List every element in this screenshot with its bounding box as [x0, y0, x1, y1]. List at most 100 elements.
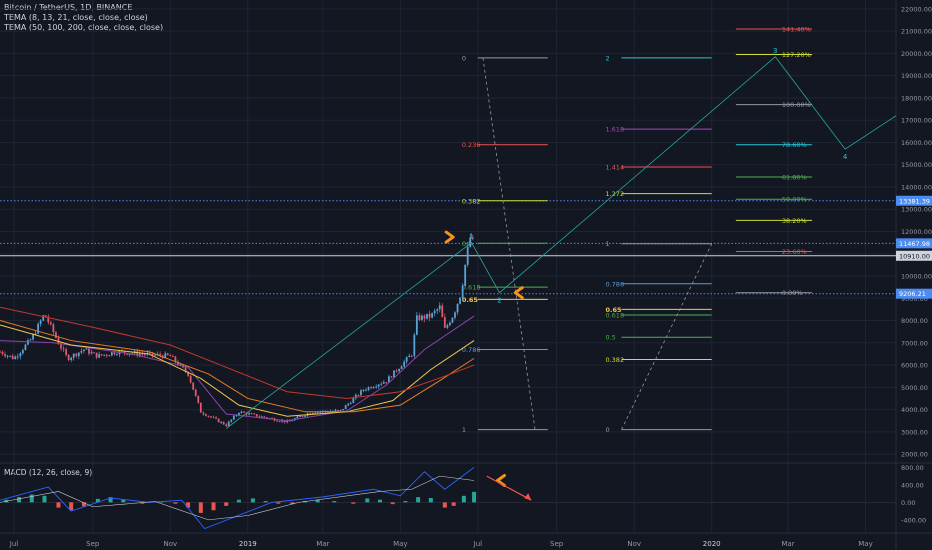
candle-body: [189, 375, 192, 383]
x-axis-tick-label: Mar: [316, 540, 329, 548]
y-axis-tick-label: 4000.00: [901, 406, 928, 414]
y-axis-tick-label: 6000.00: [901, 362, 928, 370]
candle-body: [459, 297, 461, 304]
price-line-value: 9206.21: [899, 290, 926, 298]
candle-body: [408, 355, 411, 358]
candle-body: [248, 413, 251, 415]
macd-indicator-label[interactable]: MACD (12, 26, close, 9): [4, 468, 93, 477]
candle-body: [225, 424, 228, 427]
x-axis-tick-label: Sep: [86, 540, 100, 548]
macd-projection-arrow: [486, 475, 532, 501]
candle-body: [98, 354, 101, 358]
fib-level-label: 38.20%: [782, 217, 807, 225]
wave-path-line: [225, 56, 897, 429]
candle-body: [95, 352, 98, 358]
macd-histogram-bar: [186, 502, 191, 508]
candle-body: [354, 394, 357, 399]
y-axis-tick-label: 16000.00: [901, 139, 932, 147]
candle-body: [403, 361, 406, 367]
candle-body: [451, 317, 454, 323]
candle-body: [222, 421, 225, 425]
candle-body: [93, 352, 95, 354]
y-axis-tick-label: 22000.00: [901, 5, 932, 13]
wave-point-label: 1: [469, 233, 473, 241]
candle-body: [362, 389, 365, 391]
indicator-label-tema-fast[interactable]: TEMA (8, 13, 21, close, close, close): [4, 13, 148, 22]
candle-body: [110, 352, 113, 356]
candle-body: [60, 344, 62, 349]
candle-body: [367, 387, 370, 390]
candle-body: [154, 354, 156, 356]
candle-body: [243, 411, 245, 413]
candle-body: [390, 376, 393, 378]
fib-level-label: 0.382: [605, 356, 624, 364]
price-line-tag: [896, 238, 932, 249]
candle-body: [42, 315, 45, 321]
candle-body: [441, 305, 444, 318]
candle-body: [210, 416, 212, 418]
macd-histogram-bar: [173, 502, 178, 504]
candle-body: [291, 420, 294, 422]
candle-body: [339, 409, 342, 411]
candle-body: [286, 420, 289, 423]
fib-level-label: 1: [462, 426, 466, 434]
candle-body: [337, 410, 339, 412]
indicator-label-tema-slow[interactable]: TEMA (50, 100, 200, close, close, close): [4, 23, 164, 32]
macd-histogram-bar: [198, 502, 203, 513]
candle-body: [37, 323, 40, 334]
candle-body: [49, 322, 52, 325]
x-axis-tick-label: 2019: [239, 540, 257, 548]
candle-body: [443, 317, 446, 328]
y-axis-tick-label: 7000.00: [901, 339, 928, 347]
candle-body: [461, 285, 464, 298]
candle-body: [75, 353, 78, 357]
candle-body: [370, 387, 373, 389]
fib-level-label: 0.786: [605, 280, 624, 288]
y-axis-tick-label: 13000.00: [901, 206, 932, 214]
candle-body: [179, 364, 182, 366]
macd-histogram-bar: [29, 494, 34, 503]
candle-body: [316, 411, 319, 413]
wave-point-label: 4: [843, 153, 848, 161]
candle-body: [296, 416, 299, 419]
candle-body: [34, 333, 37, 335]
macd-histogram-bar: [315, 499, 320, 503]
candle-body: [382, 382, 385, 384]
candle-body: [413, 334, 416, 356]
candle-body: [471, 237, 474, 239]
candle-body: [449, 322, 451, 326]
fib-level-label: 1: [605, 240, 609, 248]
tema-line: [0, 306, 475, 399]
candle-body: [11, 355, 14, 360]
candle-body: [258, 416, 261, 418]
candle-body: [44, 315, 47, 317]
candle-body: [281, 420, 284, 422]
candle-body: [309, 413, 312, 415]
y-axis-tick-label: 14000.00: [901, 183, 932, 191]
candle-body: [240, 411, 243, 413]
candle-body: [433, 310, 436, 314]
candle-body: [230, 419, 233, 422]
macd-histogram-bar: [461, 495, 466, 503]
candle-body: [212, 417, 215, 419]
candle-body: [299, 416, 301, 418]
candle-body: [72, 353, 75, 358]
orange-arrow-icon: [513, 286, 524, 300]
candle-body: [314, 412, 317, 414]
macd-histogram-bar: [332, 501, 337, 503]
y-axis-tick-label: 18000.00: [901, 94, 932, 102]
candle-body: [80, 351, 83, 353]
candle-body: [6, 355, 9, 357]
candle-body: [21, 349, 24, 354]
candle-body: [418, 315, 421, 320]
y-axis-tick-label: 19000.00: [901, 72, 932, 80]
candle-body: [377, 384, 380, 387]
x-axis-tick-label: May: [858, 540, 872, 548]
fib-level-label: 127.20%: [782, 51, 811, 59]
candle-body: [108, 355, 111, 357]
wave-point-label: 3: [773, 47, 777, 55]
candle-body: [398, 369, 400, 372]
candle-body: [385, 382, 388, 384]
candle-body: [278, 421, 281, 423]
